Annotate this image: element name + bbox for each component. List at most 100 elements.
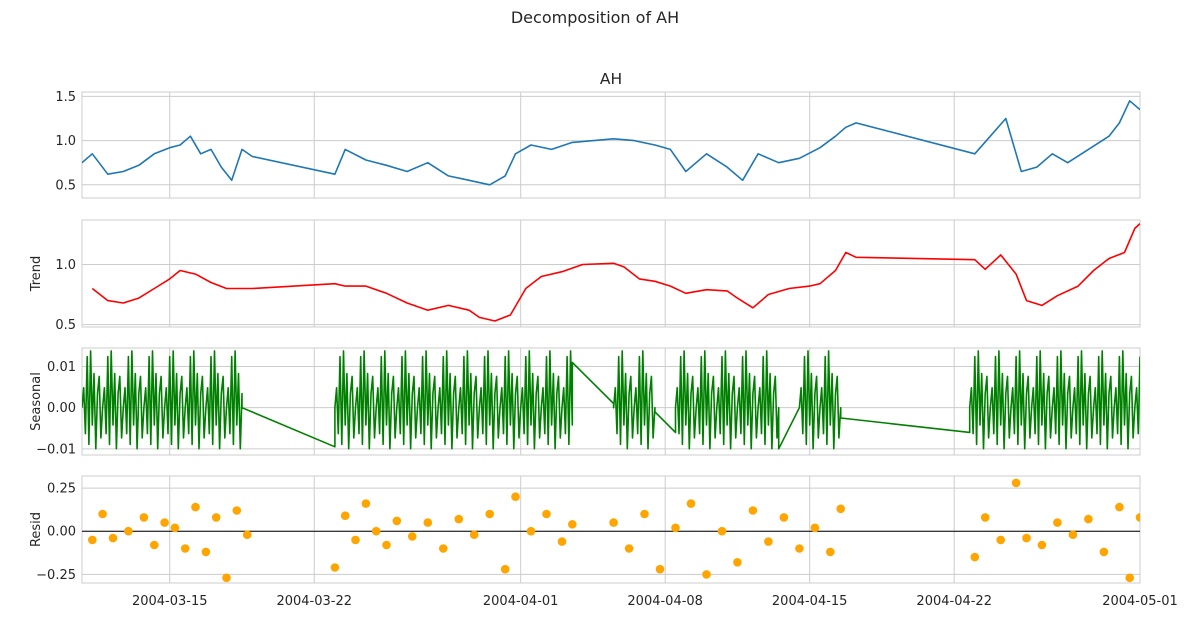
resid-point [211,513,221,522]
resid-point [160,518,169,527]
axes-frame [81,91,1141,199]
y-tick-label: 0.01 [47,360,76,375]
subplot-panels: 0.5 1.0 1.5 AH 0.5 1.0 Trend −0.01 0.00 0.01Seaso… [29,70,1178,609]
y-axis-label: Resid [29,512,44,547]
resid-point [996,535,1005,545]
resid-point [439,544,448,553]
y-tick-label: 0.00 [47,525,76,540]
series-line [82,350,1140,450]
plot-area [82,478,1140,583]
resid-point [423,518,433,527]
y-tick-label: 1.0 [55,134,76,149]
resid-point [108,533,118,543]
resid-point [748,506,758,515]
resid-point [222,573,231,583]
resid-point [392,516,402,526]
resid-point [485,509,495,519]
x-tick-label: 2004-04-22 [916,594,992,609]
resid-point [124,526,133,536]
x-tick-label: 2004-04-08 [627,594,703,609]
resid-point [609,518,618,527]
resid-point [795,544,804,553]
resid-point [1115,502,1124,512]
resid-point [686,499,696,508]
y-tick-label: −0.01 [36,442,76,457]
resid-point [150,540,159,550]
resid-point [671,523,680,533]
y-tick-label: 0.5 [55,178,76,193]
y-tick-label: 0.00 [47,401,76,416]
resid-point [1037,540,1047,550]
resid-point [624,544,634,553]
series-line [91,223,1140,322]
gridlines [82,92,1141,198]
axes-frame [81,219,1141,328]
x-tick-label: 2004-04-01 [483,594,559,609]
gridlines [82,476,1141,583]
resid-point [361,499,371,508]
resid-point [201,547,211,557]
resid-point [1053,518,1062,527]
axes-frame [81,475,1141,584]
resid-point [568,520,577,529]
y-axis-label: Trend [29,256,44,293]
resid-point [702,570,711,579]
y-tick-label: 1.0 [55,258,76,273]
resid-point [454,514,464,524]
resid-point [98,509,107,519]
resid-point [640,509,649,519]
resid-point [1084,514,1093,524]
trend-panel: 0.5 1.0 Trend [29,219,1141,333]
resid-point [330,563,340,572]
resid-point [717,526,727,536]
resid-point [1099,547,1109,557]
series-line [82,100,1140,186]
resid-point [764,537,773,546]
x-tick-label: 2004-03-15 [132,594,208,609]
resid-point [733,558,742,567]
resid-point [836,504,845,514]
resid-point [500,564,510,574]
resid-point [469,530,479,539]
resid-point [408,532,417,541]
resid-point [542,509,551,519]
resid-point [232,506,242,515]
y-tick-label: 0.5 [55,318,76,333]
resid-point [1011,478,1021,488]
resid-point [1135,513,1140,522]
observed-panel: 0.5 1.0 1.5 AH [55,70,1141,199]
y-axis-label: Seasonal [29,372,44,431]
resid-point [351,535,360,545]
resid-point [180,544,190,553]
gridlines [82,220,1141,327]
resid-point [970,552,980,562]
resid-point [557,537,567,546]
y-tick-label: −0.25 [36,568,76,583]
resid-point [1068,530,1078,539]
resid-point [139,513,149,522]
resid-point [1125,573,1134,583]
resid-point [340,511,350,520]
resid-point [382,540,391,550]
resid-point [1022,533,1031,543]
plot-area [82,100,1140,186]
resid-point [371,526,381,536]
resid-point [88,535,97,545]
resid-point [170,523,180,533]
plot-area [91,223,1140,322]
figure-title: Decomposition of AH [511,8,679,27]
x-tick-label: 2004-03-22 [276,594,352,609]
resid-point [511,492,520,502]
resid-point [810,523,820,533]
panel-title: AH [600,70,622,88]
x-tick-label: 2004-05-01 [1102,594,1178,609]
resid-point [779,513,789,522]
resid-point [655,564,665,574]
y-tick-label: 1.5 [55,90,76,105]
plot-area [82,350,1140,450]
gridlines [82,348,1141,455]
resid-point [826,547,835,557]
